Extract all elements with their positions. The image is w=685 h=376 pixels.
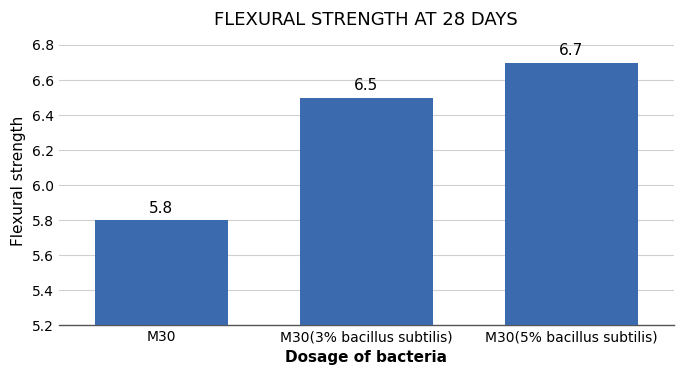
Bar: [299, 98, 433, 376]
Bar: [95, 220, 228, 376]
Bar: [505, 62, 638, 376]
Title: FLEXURAL STRENGTH AT 28 DAYS: FLEXURAL STRENGTH AT 28 DAYS: [214, 11, 518, 29]
X-axis label: Dosage of bacteria: Dosage of bacteria: [285, 350, 447, 365]
Text: 6.5: 6.5: [354, 78, 378, 93]
Text: 6.7: 6.7: [559, 43, 584, 58]
Text: 5.8: 5.8: [149, 201, 173, 216]
Y-axis label: Flexural strength: Flexural strength: [11, 116, 26, 246]
